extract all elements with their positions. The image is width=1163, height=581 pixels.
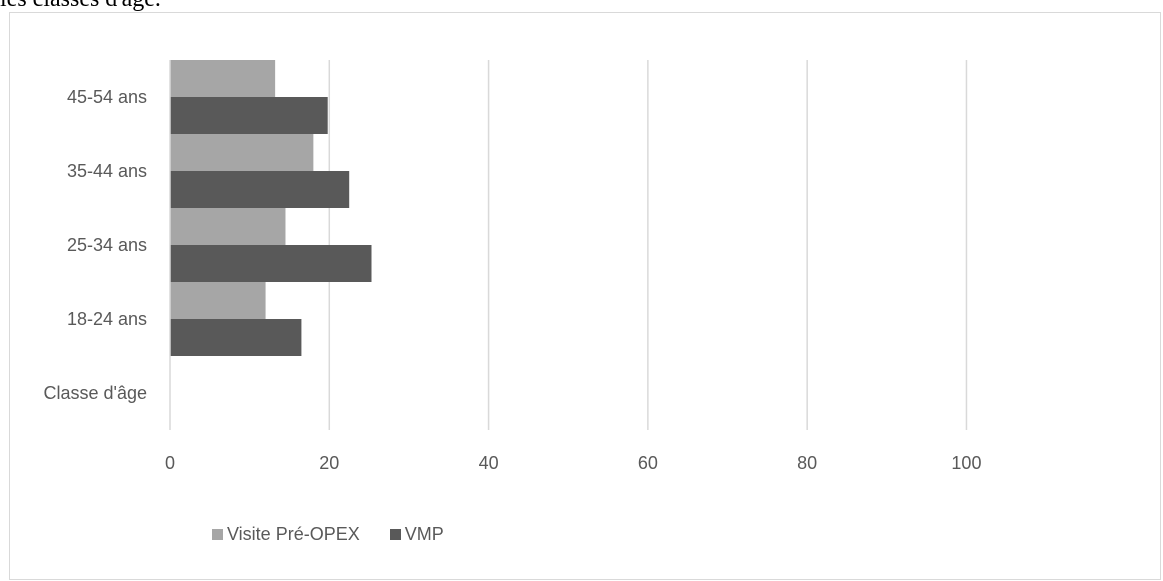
figure-caption: les classes d'âge. (0, 0, 161, 13)
legend-item-visite-pre-opex: Visite Pré-OPEX (212, 524, 360, 545)
y-tick-label-classe-d-ge: Classe d'âge (44, 383, 148, 403)
x-tick-label-60: 60 (638, 453, 658, 473)
x-tick-label-80: 80 (797, 453, 817, 473)
bar-visite-pre-opex-45-54-ans (170, 60, 276, 97)
x-tick-label-40: 40 (479, 453, 499, 473)
bar-visite-pre-opex-18-24-ans (170, 282, 266, 319)
bar-visite-pre-opex-25-34-ans (170, 208, 286, 245)
y-tick-label-25-34-ans: 25-34 ans (67, 235, 147, 255)
y-tick-label-35-44-ans: 35-44 ans (67, 161, 147, 181)
legend-label-visite-pre-opex: Visite Pré-OPEX (227, 524, 360, 544)
chart-legend: Visite Pré-OPEX VMP (212, 524, 474, 545)
x-tick-label-0: 0 (165, 453, 175, 473)
legend-swatch-vmp (389, 529, 401, 540)
bar-vmp-18-24-ans (170, 319, 302, 356)
x-tick-label-20: 20 (319, 453, 339, 473)
bar-vmp-35-44-ans (170, 171, 350, 208)
y-tick-label-45-54-ans: 45-54 ans (67, 87, 147, 107)
legend-label-vmp: VMP (404, 524, 444, 544)
bar-vmp-45-54-ans (170, 97, 328, 134)
bar-visite-pre-opex-35-44-ans (170, 134, 314, 171)
legend-swatch-visite-pre-opex (212, 529, 223, 540)
x-tick-label-100: 100 (951, 453, 981, 473)
y-tick-label-18-24-ans: 18-24 ans (67, 309, 147, 329)
bar-vmp-25-34-ans (170, 245, 372, 282)
legend-item-vmp: VMP (389, 524, 444, 545)
